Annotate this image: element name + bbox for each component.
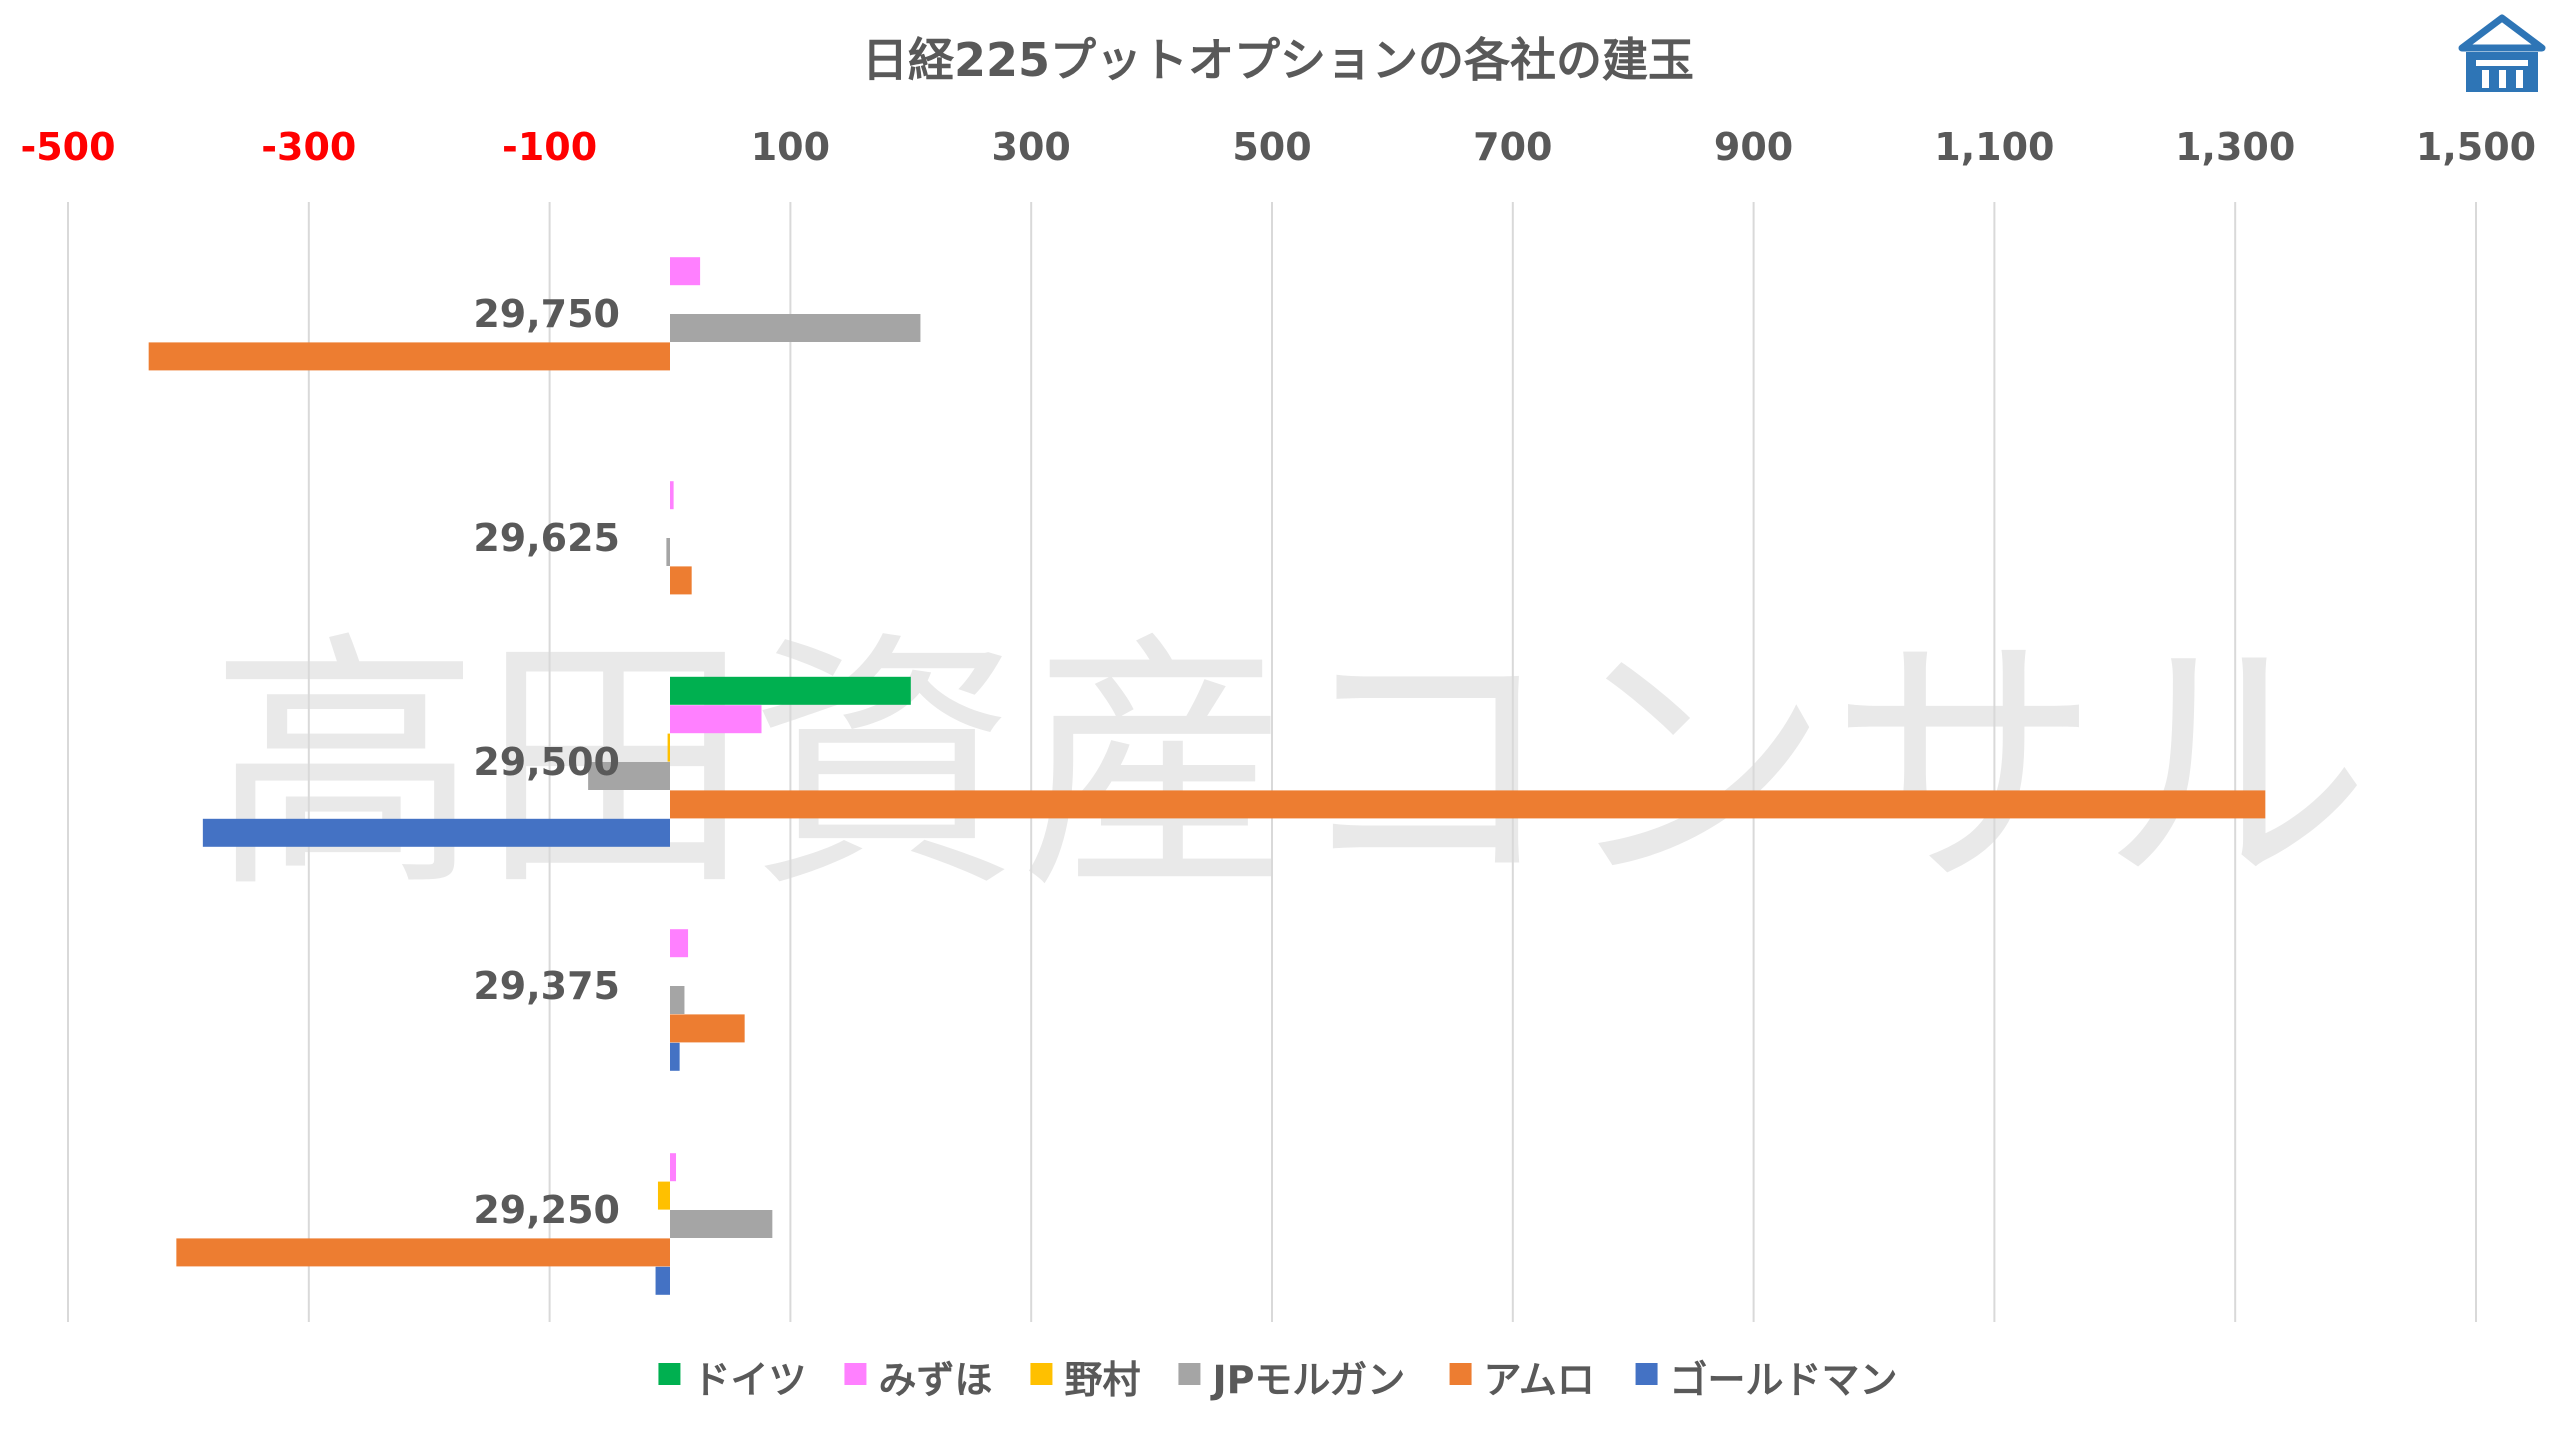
bar [670,986,685,1014]
gridlines [67,202,2477,1322]
bar [670,1153,677,1182]
bar [666,538,670,566]
logo-beam-icon [2476,60,2528,66]
legend-label: みずほ [878,1358,992,1402]
legend-label: ドイツ [692,1358,806,1402]
legend-label: JPモルガン [1209,1358,1405,1402]
logo-pillar-icon [2516,70,2523,88]
legend-label: アムロ [1484,1358,1595,1402]
bar [176,1238,671,1267]
legend-swatch [844,1363,867,1385]
legend-swatch [1449,1363,1472,1385]
bar [670,1042,680,1071]
logo-pillar-icon [2482,70,2489,88]
x-tick-label: 700 [1473,125,1552,169]
legend-label: ゴールドマン [1670,1358,1898,1402]
bar [670,566,692,595]
bar [670,676,911,705]
bar [148,342,671,371]
bar [670,929,689,958]
logo-pillar-icon [2499,70,2506,88]
bar [670,1014,745,1043]
legend-label: 野村 [1064,1358,1140,1402]
x-axis-ticks: -500 -300 -100 100 300 500 700 900 1,100 1,300 1,5… [20,125,2536,169]
legend-swatch [1178,1363,1201,1385]
bar [670,1210,773,1238]
x-tick-label: -300 [261,125,356,169]
bar [670,257,701,286]
legend-swatch [1635,1363,1658,1385]
x-tick-label: 1,100 [1934,125,2054,169]
x-tick-label: 300 [992,125,1071,169]
chart-title: 日経225プットオプションの各社の建玉 [862,33,1694,87]
x-tick-label: -500 [20,125,115,169]
category-labels: 29,750 29,625 29,500 29,375 29,250 [473,292,620,1232]
logo-roof-icon [2458,14,2546,52]
x-tick-label: 1,300 [2175,125,2295,169]
x-tick-label: 1,500 [2416,125,2536,169]
legend: ドイツ みずほ 野村 JPモルガン アムロ ゴールドマン [658,1358,1898,1402]
bar [670,481,674,510]
building-logo-icon [2456,12,2548,98]
bar [670,314,921,342]
category-label: 29,250 [473,1188,620,1232]
legend-swatch [1030,1363,1053,1385]
category-label: 29,500 [473,740,620,784]
x-tick-label: 900 [1714,125,1793,169]
legend-swatch [658,1363,681,1385]
category-label: 29,625 [473,516,620,560]
bar [667,733,670,762]
bar [657,1181,670,1210]
bar [588,762,670,790]
category-label: 29,375 [473,964,620,1008]
bar [670,705,762,734]
x-tick-label: 500 [1232,125,1311,169]
x-tick-label: -100 [502,125,597,169]
x-tick-label: 100 [751,125,830,169]
bar [670,790,2266,819]
bar [202,818,670,847]
category-label: 29,750 [473,292,620,336]
watermark-text: 高田資産コンサル [210,609,2370,924]
bar [655,1266,670,1295]
bars [148,257,2266,1295]
